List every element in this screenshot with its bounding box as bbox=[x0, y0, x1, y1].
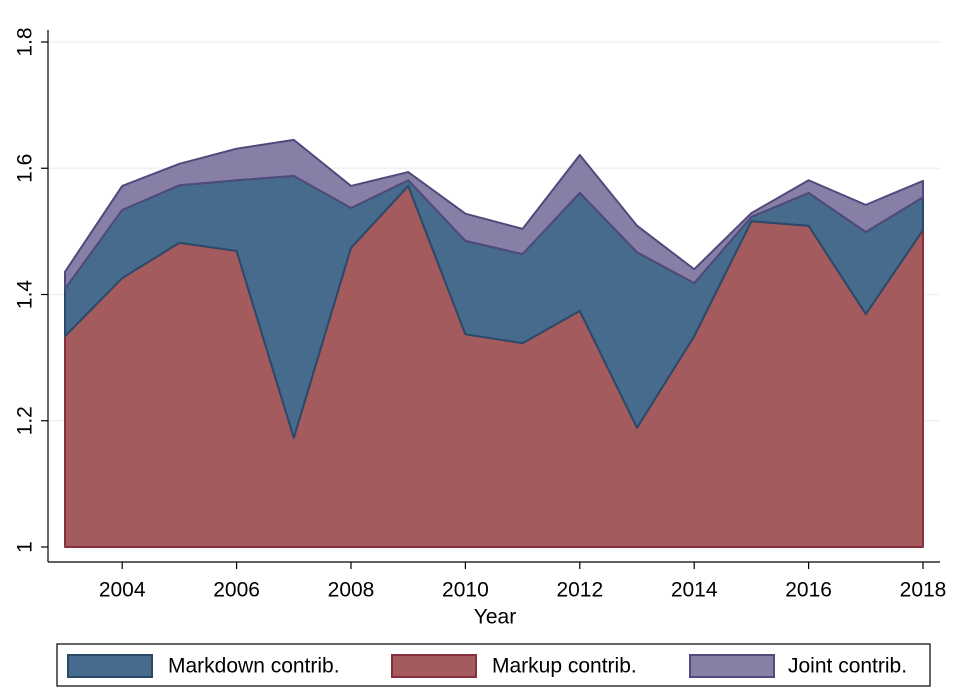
y-tick-label: 1.8 bbox=[14, 27, 37, 56]
y-tick-label: 1.6 bbox=[14, 154, 37, 183]
y-tick-label: 1.2 bbox=[14, 406, 37, 435]
legend-swatch bbox=[391, 654, 477, 678]
x-tick-label: 2010 bbox=[442, 579, 489, 602]
legend-swatch bbox=[689, 654, 775, 678]
y-tick-label: 1.4 bbox=[14, 280, 37, 310]
legend-label: Markdown contrib. bbox=[168, 655, 340, 678]
y-tick-label: 1 bbox=[14, 541, 37, 553]
legend-swatch bbox=[67, 654, 153, 678]
x-tick-label: 2014 bbox=[671, 579, 718, 602]
x-tick-label: 2018 bbox=[900, 579, 947, 602]
x-tick-label: 2016 bbox=[785, 579, 832, 602]
x-tick-label: 2012 bbox=[556, 579, 603, 602]
legend-box bbox=[56, 643, 931, 687]
area bbox=[64, 138, 924, 290]
legend-label: Joint contrib. bbox=[788, 655, 907, 678]
legend-label: Markup contrib. bbox=[492, 655, 637, 678]
x-tick-label: 2008 bbox=[328, 579, 375, 602]
x-tick-label: 2006 bbox=[213, 579, 260, 602]
x-tick-label: 2004 bbox=[99, 579, 146, 602]
x-axis-title: Year bbox=[474, 606, 516, 629]
